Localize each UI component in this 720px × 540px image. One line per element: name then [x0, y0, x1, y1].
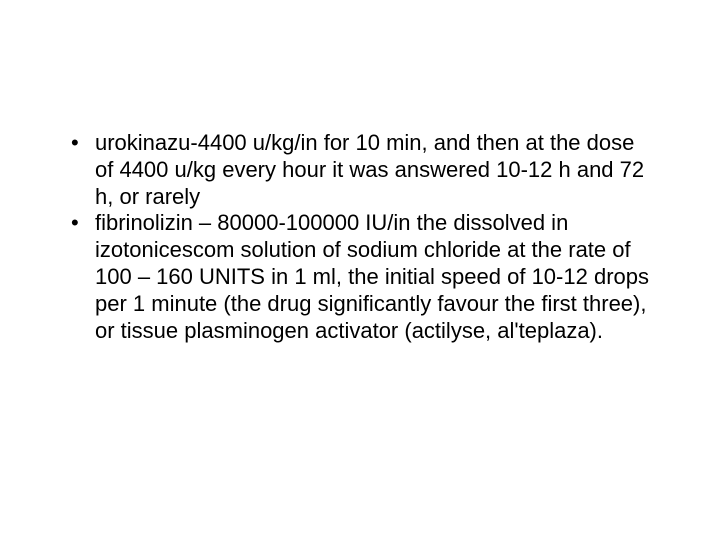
bullet-text: urokinazu-4400 u/kg/in for 10 min, and t…	[95, 130, 644, 209]
list-item: urokinazu-4400 u/kg/in for 10 min, and t…	[65, 130, 655, 210]
list-item: fibrinolizin – 80000-100000 IU/in the di…	[65, 210, 655, 344]
slide: urokinazu-4400 u/kg/in for 10 min, and t…	[0, 0, 720, 540]
bullet-list: urokinazu-4400 u/kg/in for 10 min, and t…	[65, 130, 655, 345]
bullet-text: fibrinolizin – 80000-100000 IU/in the di…	[95, 210, 649, 342]
